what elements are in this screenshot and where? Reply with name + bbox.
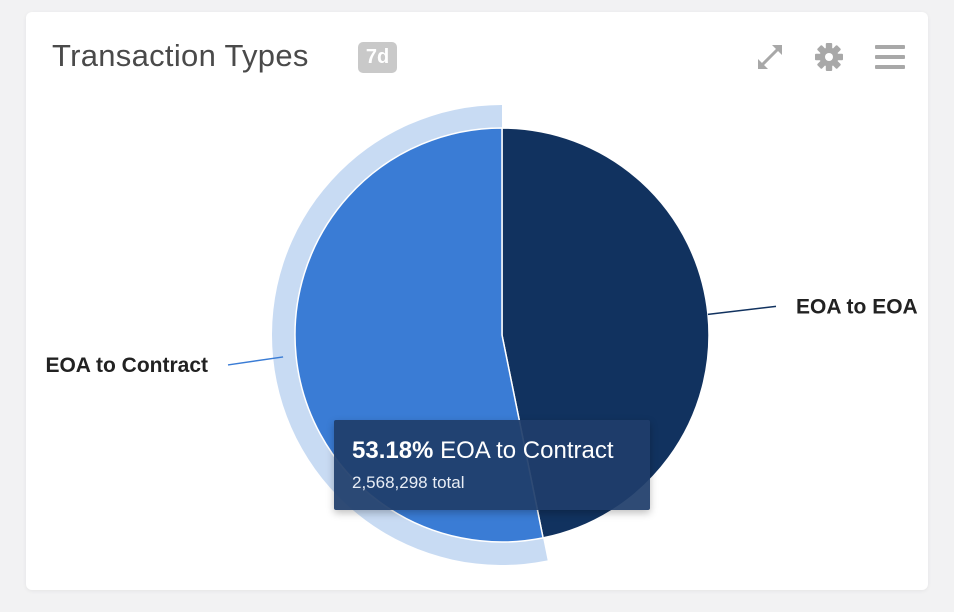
time-range-badge[interactable]: 7d	[358, 42, 397, 73]
tooltip-title: 53.18% EOA to Contract	[352, 437, 614, 465]
chart-card: Transaction Types 7d	[26, 12, 928, 590]
pie-slice-label: EOA to Contract	[45, 354, 208, 377]
pie-label-connector	[227, 356, 284, 366]
pie-slice-label: EOA to EOA	[796, 295, 918, 318]
expand-icon[interactable]	[753, 40, 787, 74]
tooltip-total: 2,568,298 total	[352, 473, 465, 492]
menu-icon[interactable]	[873, 40, 907, 74]
chart-tooltip: 53.18% EOA to Contract 2,568,298 total	[334, 420, 650, 510]
tooltip-percent: 53.18%	[352, 437, 434, 464]
tooltip-series-name: EOA to Contract	[440, 437, 614, 464]
pie-label-connector	[707, 305, 777, 316]
gear-icon[interactable]	[812, 40, 846, 74]
chart-title: Transaction Types	[52, 38, 309, 73]
